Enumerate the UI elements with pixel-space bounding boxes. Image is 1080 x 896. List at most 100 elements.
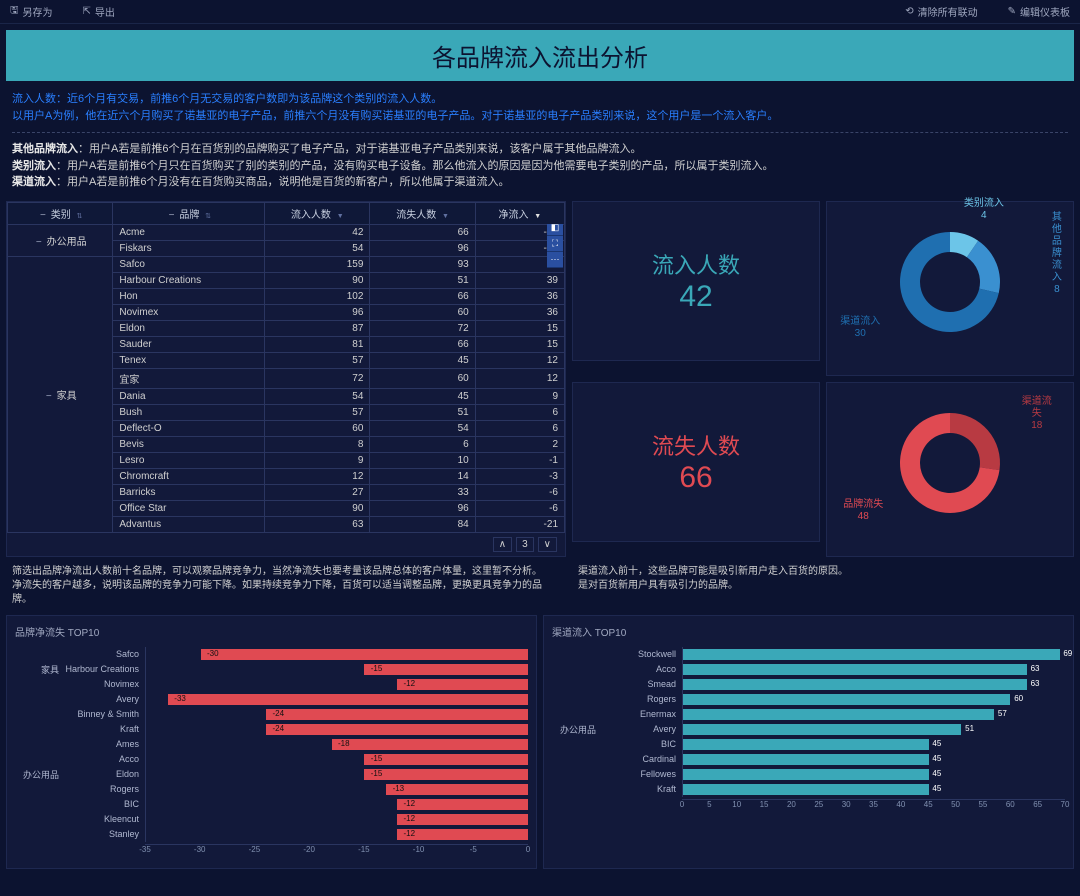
bar-value: 63 — [1031, 664, 1040, 673]
bar-label: BIC — [65, 799, 145, 809]
value-cell: 84 — [370, 516, 475, 532]
bar-fill[interactable] — [201, 649, 528, 660]
bar-track: 63 — [682, 677, 1065, 692]
bar-value: 60 — [1014, 694, 1023, 703]
bar-value: -24 — [273, 724, 285, 733]
bar-fill[interactable] — [266, 709, 528, 720]
bar-track: -24 — [145, 707, 528, 722]
page-next[interactable]: ∨ — [538, 537, 557, 552]
bar-label: Stockwell — [602, 649, 682, 659]
clear-link-button[interactable]: ⟲清除所有联动 — [905, 4, 977, 19]
page-prev[interactable]: ∧ — [493, 537, 512, 552]
bar-fill[interactable] — [683, 694, 1010, 705]
inflow-donut-panel: 类别流入4其他品牌流入8渠道流入30 — [826, 201, 1074, 376]
bar-track: 45 — [682, 737, 1065, 752]
value-cell: 93 — [370, 256, 475, 272]
donut-label: 品牌流失48 — [843, 499, 883, 523]
inflow-count-panel: 流入人数 42 — [572, 201, 820, 361]
table-row[interactable]: − 办公用品Acme4266-24 — [8, 224, 565, 240]
bar-fill[interactable] — [683, 769, 929, 780]
bar-category: 办公用品 — [552, 723, 602, 736]
top-toolbar: 🖫另存为 ⇱导出 ⟲清除所有联动 ✎编辑仪表板 — [0, 0, 1080, 24]
expand-icon[interactable]: ⛶ — [547, 236, 563, 252]
bar-track: -15 — [145, 767, 528, 782]
brand-cell: 宜家 — [113, 368, 265, 388]
value-cell: 72 — [370, 320, 475, 336]
inflow-label: 流入人数 — [652, 248, 740, 280]
brand-cell: Acme — [113, 224, 265, 240]
bar-fill[interactable] — [364, 769, 528, 780]
bar-fill[interactable] — [683, 784, 929, 795]
bar-value: -12 — [403, 829, 415, 838]
value-cell: 90 — [265, 500, 370, 516]
value-cell: 60 — [265, 420, 370, 436]
bar-value: -18 — [338, 739, 350, 748]
value-cell: 96 — [370, 500, 475, 516]
bar-value: 69 — [1063, 649, 1072, 658]
bar-fill[interactable] — [683, 679, 1027, 690]
col-header[interactable]: 流入人数 ▼ — [265, 202, 370, 224]
bar-fill[interactable] — [683, 709, 994, 720]
value-cell: 72 — [265, 368, 370, 388]
bar-fill[interactable] — [683, 724, 961, 735]
col-header[interactable]: − 品牌 ⇅ — [113, 202, 265, 224]
bar-label: Rogers — [65, 784, 145, 794]
value-cell: 63 — [265, 516, 370, 532]
bar-fill[interactable] — [683, 649, 1060, 660]
value-cell: 15 — [475, 336, 564, 352]
value-cell: 9 — [475, 388, 564, 404]
bar-track: -15 — [145, 662, 528, 677]
more-icon[interactable]: ⋯ — [547, 252, 563, 268]
value-cell: -6 — [475, 500, 564, 516]
col-header[interactable]: 净流入 ▼ — [475, 202, 564, 224]
bar-fill[interactable] — [364, 754, 528, 765]
value-cell: 8 — [265, 436, 370, 452]
bar-label: Avery — [602, 724, 682, 734]
bar-fill[interactable] — [386, 784, 528, 795]
value-cell: 90 — [265, 272, 370, 288]
col-header[interactable]: 流失人数 ▼ — [370, 202, 475, 224]
bar-fill[interactable] — [683, 754, 929, 765]
bar-track: -24 — [145, 722, 528, 737]
table-row[interactable]: − 家具Safco1599366 — [8, 256, 565, 272]
bar-value: 45 — [932, 754, 941, 763]
bar-fill[interactable] — [397, 799, 528, 810]
bar-fill[interactable] — [397, 814, 528, 825]
value-cell: 159 — [265, 256, 370, 272]
bar-fill[interactable] — [332, 739, 528, 750]
bar-fill[interactable] — [168, 694, 528, 705]
bar-label: Kleencut — [65, 814, 145, 824]
bar-fill[interactable] — [397, 679, 528, 690]
value-cell: 14 — [370, 468, 475, 484]
donut-label: 类别流入4 — [964, 198, 1004, 222]
bar-value: 57 — [998, 709, 1007, 718]
value-cell: 9 — [265, 452, 370, 468]
donut-label: 其他品牌流入8 — [1049, 212, 1065, 296]
value-cell: -21 — [475, 516, 564, 532]
bar-value: -12 — [403, 814, 415, 823]
bar-fill[interactable] — [683, 664, 1027, 675]
bar-fill[interactable] — [683, 739, 929, 750]
bar-value: -12 — [403, 679, 415, 688]
bar-track: 69 — [682, 647, 1065, 662]
bar-track: 57 — [682, 707, 1065, 722]
value-cell: 54 — [265, 240, 370, 256]
brand-cell: Office Star — [113, 500, 265, 516]
donut-slice[interactable] — [950, 413, 1000, 470]
x-axis: 0510152025303540455055606570 — [682, 799, 1065, 815]
bar-fill[interactable] — [397, 829, 528, 840]
save-as-button[interactable]: 🖫另存为 — [10, 3, 53, 20]
brand-cell: Lesro — [113, 452, 265, 468]
value-cell: 42 — [265, 224, 370, 240]
export-button[interactable]: ⇱导出 — [83, 4, 115, 19]
bar-fill[interactable] — [364, 664, 528, 675]
bar-category: 办公用品 — [15, 768, 65, 781]
page-current: 3 — [516, 537, 534, 552]
notes-left: 筛选出品牌净流出人数前十名品牌，可以观察品牌竞争力，当然净流失也要考量该品牌总体… — [6, 563, 566, 609]
bar-track: -30 — [145, 647, 528, 662]
bar-value: -24 — [273, 709, 285, 718]
edit-dashboard-button[interactable]: ✎编辑仪表板 — [1008, 4, 1070, 19]
bar-fill[interactable] — [266, 724, 528, 735]
bar-track: 45 — [682, 767, 1065, 782]
col-header[interactable]: − 类别 ⇅ — [8, 202, 113, 224]
